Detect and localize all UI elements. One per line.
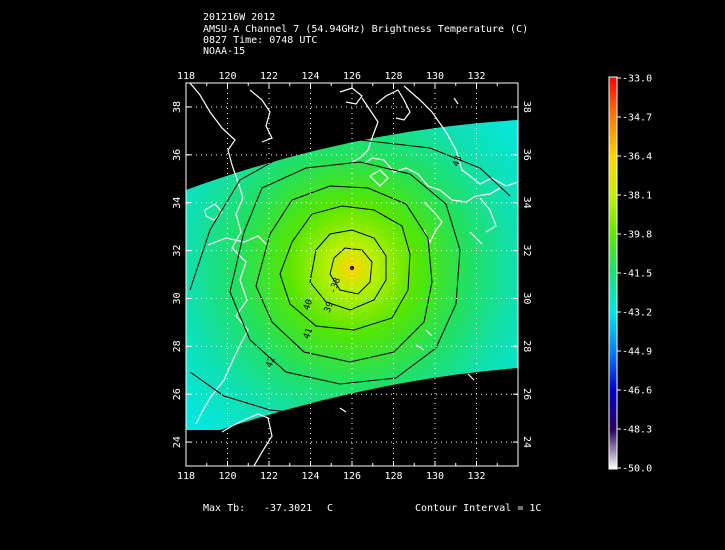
temperature-contours: [189, 139, 511, 417]
lat-tick-label-right: 36: [521, 149, 532, 161]
lon-tick-label-top: 132: [467, 71, 485, 82]
colorbar-label: -39.8: [622, 230, 652, 241]
lon-tick-label-bottom: 132: [467, 471, 485, 482]
colorbar-label: -43.2: [622, 308, 652, 319]
lat-tick-label-right: 32: [521, 245, 532, 257]
contour-label: 41: [302, 327, 315, 341]
title-line-storm: 201216W 2012: [203, 12, 276, 23]
title-line-satellite: NOAA-15: [203, 46, 246, 57]
lat-tick-label-right: 26: [521, 388, 532, 400]
lon-tick-label-bottom: 124: [301, 471, 319, 482]
lon-tick-label-top: 118: [177, 71, 195, 82]
lat-tick-label-right: 34: [521, 197, 532, 209]
lon-tick-label-bottom: 128: [384, 471, 402, 482]
map-frame: [185, 82, 519, 467]
lat-tick-label-left: 24: [172, 436, 183, 448]
max-tb-value: -37.3021: [264, 503, 313, 514]
colorbar-label: -34.7: [622, 113, 652, 124]
colorbar-label: -36.4: [622, 152, 652, 163]
colorbar-label: -50.0: [622, 464, 652, 475]
lat-tick-label-right: 28: [521, 340, 532, 352]
contour-label: 42: [265, 356, 278, 370]
colorbar-label: -44.9: [622, 347, 652, 358]
lat-tick-label-left: 30: [172, 292, 183, 304]
lon-tick-label-bottom: 130: [426, 471, 444, 482]
swath-data-region: [186, 120, 518, 430]
lat-lon-grid: [185, 83, 518, 466]
lon-tick-label-bottom: 126: [343, 471, 361, 482]
lat-tick-label-left: 38: [172, 101, 183, 113]
lon-tick-label-bottom: 118: [177, 471, 195, 482]
lat-tick-label-left: 28: [172, 340, 183, 352]
colorbar-label: -33.0: [622, 74, 652, 85]
lon-tick-label-top: 124: [301, 71, 319, 82]
contour-interval: Contour Interval = 1C: [415, 503, 542, 514]
lat-tick-label-left: 36: [172, 149, 183, 161]
colorbar-label: -48.3: [622, 425, 652, 436]
lat-tick-label-right: 30: [521, 292, 532, 304]
max-tb-label: Max Tb:: [203, 503, 246, 514]
lon-tick-label-bottom: 122: [260, 471, 278, 482]
lat-tick-label-left: 26: [172, 388, 183, 400]
lat-tick-label-left: 32: [172, 245, 183, 257]
title-line-channel: AMSU-A Channel 7 (54.94GHz) Brightness T…: [203, 24, 529, 35]
colorbar-label: -41.5: [622, 269, 652, 280]
colorbar-scale: [608, 76, 618, 470]
axis-tick-labels: 118 118 120 120 122 122 124 124 126 126 128 128 130 1…: [172, 71, 532, 482]
lon-tick-label-top: 120: [218, 71, 236, 82]
lat-tick-label-right: 24: [521, 436, 532, 448]
lon-tick-label-bottom: 120: [218, 471, 236, 482]
lon-tick-label-top: 128: [384, 71, 402, 82]
lat-tick-label-right: 38: [521, 101, 532, 113]
contour-label: 39: [323, 301, 336, 315]
contour-label: 40: [302, 298, 315, 312]
lon-tick-label-top: 130: [426, 71, 444, 82]
title-line-time: 0827 Time: 0748 UTC: [203, 35, 318, 46]
colorbar-labels: -33.0 -34.7 -36.4 -38.1 -39.8 -41.5 -43.2 -44.9…: [617, 74, 652, 475]
lat-tick-label-left: 34: [172, 197, 183, 209]
lon-tick-label-top: 126: [343, 71, 361, 82]
max-tb-unit: C: [327, 503, 334, 514]
lon-tick-label-top: 122: [260, 71, 278, 82]
colorbar-label: -38.1: [622, 191, 652, 202]
coastline-outlines: [189, 83, 518, 466]
colorbar-label: -46.6: [622, 386, 652, 397]
contour-label: 43: [451, 155, 464, 169]
